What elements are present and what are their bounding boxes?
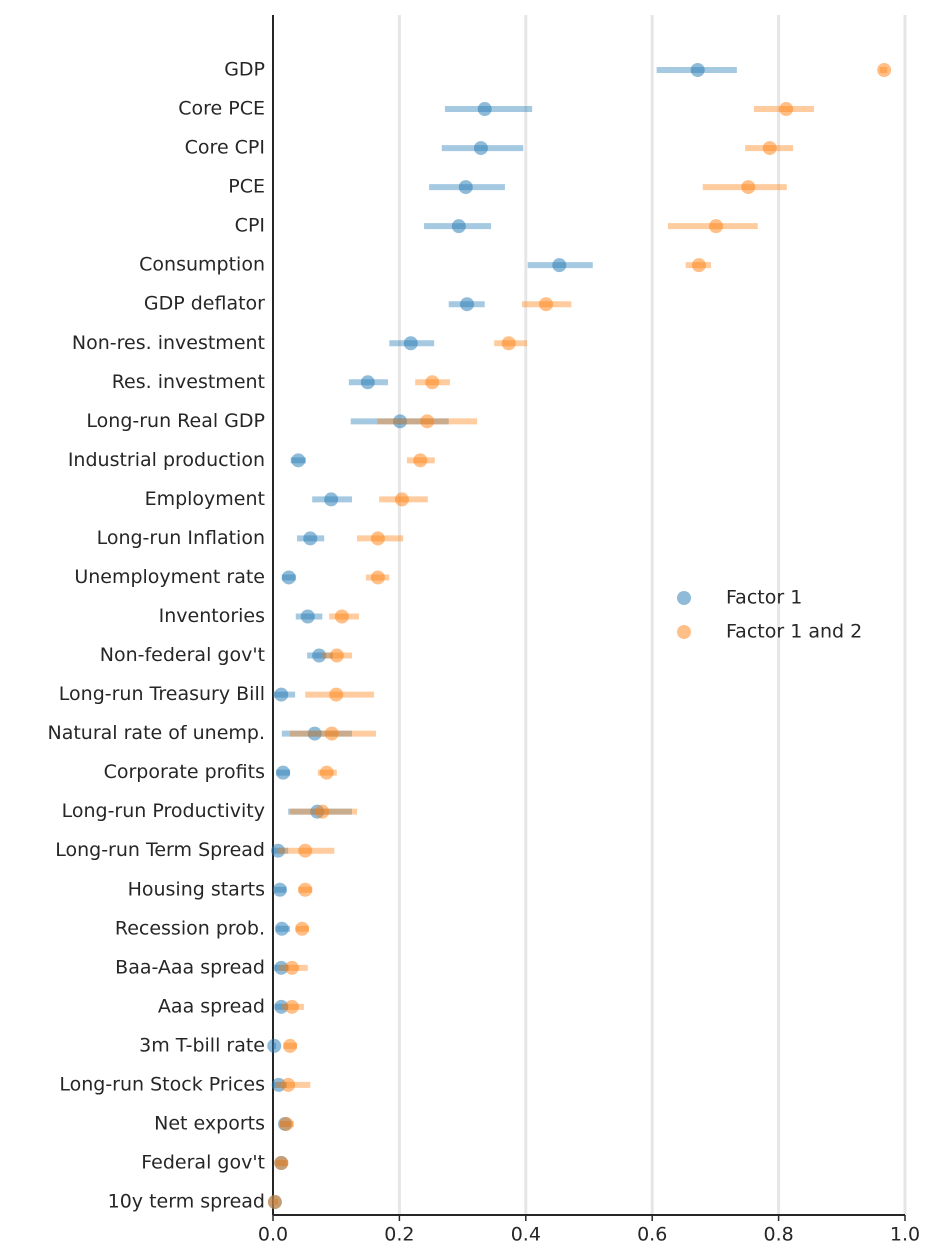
x-tick-label: 1.0: [890, 1224, 920, 1245]
dot: [329, 648, 344, 663]
dot: [394, 492, 409, 507]
dot: [274, 1156, 289, 1170]
dot: [300, 609, 315, 624]
y-tick-label: Net exports: [154, 1112, 265, 1134]
y-tick-label: Recession prob.: [115, 917, 265, 939]
dot: [284, 999, 299, 1014]
dot: [877, 63, 892, 77]
dot: [267, 1195, 282, 1210]
dot: [420, 414, 435, 429]
dot: [281, 570, 296, 585]
x-tick-label: 0.8: [763, 1224, 793, 1245]
y-tick-label: Res. investment: [112, 371, 265, 393]
y-tick-label: Industrial production: [68, 449, 265, 471]
dot: [274, 921, 289, 936]
y-tick-label: Long-run Treasury Bill: [59, 683, 265, 705]
dot: [477, 102, 492, 117]
dot: [393, 414, 408, 429]
dot: [272, 882, 287, 897]
dot: [283, 1038, 298, 1053]
y-tick-label: Housing starts: [128, 878, 265, 900]
dot: [539, 297, 554, 312]
y-tick-label: Long-run Inflation: [97, 527, 265, 549]
dot: [271, 843, 286, 858]
dot: [403, 336, 418, 351]
dot: [274, 960, 289, 975]
dot: [281, 1077, 296, 1092]
dot: [279, 1116, 294, 1131]
dot: [690, 63, 705, 77]
dot: [458, 180, 473, 195]
legend-label: Factor 1 and 2: [726, 621, 862, 643]
y-tick-label: Inventories: [159, 605, 265, 627]
y-tick-label: Federal gov't: [141, 1152, 265, 1174]
dot: [303, 531, 318, 546]
y-tick-label: CPI: [235, 215, 265, 237]
x-tick-label: 0.6: [637, 1224, 667, 1245]
dot: [460, 297, 475, 312]
dot: [360, 375, 375, 390]
dot: [370, 570, 385, 585]
dot: [329, 687, 344, 702]
y-tick-label: Natural rate of unemp.: [48, 722, 266, 744]
dot: [315, 804, 330, 819]
dot: [334, 609, 349, 624]
y-tick-label: 10y term spread: [108, 1191, 265, 1213]
dot: [267, 1038, 282, 1053]
dot: [324, 726, 339, 741]
y-tick-label: Core PCE: [178, 98, 265, 120]
dot: [451, 219, 466, 234]
y-tick-label: Aaa spread: [158, 995, 265, 1017]
y-tick-label: Non-res. investment: [72, 332, 265, 354]
dot: [425, 375, 440, 390]
dot: [298, 843, 313, 858]
y-tick-label: GDP deflator: [144, 293, 265, 315]
y-tick-label: PCE: [228, 176, 265, 198]
y-tick-label: Non-federal gov't: [100, 644, 265, 666]
dot: [291, 453, 306, 468]
dot: [274, 687, 289, 702]
y-tick-label: Unemployment rate: [74, 566, 265, 588]
y-tick-label: Baa-Aaa spread: [115, 956, 265, 978]
y-tick-label: Long-run Term Spread: [55, 839, 265, 861]
y-tick-label: Long-run Stock Prices: [59, 1073, 265, 1095]
dot: [295, 921, 310, 936]
dot: [307, 726, 322, 741]
dot: [370, 531, 385, 546]
dot: [741, 180, 756, 195]
dot: [501, 336, 516, 351]
y-tick-label: 3m T-bill rate: [139, 1034, 265, 1056]
x-tick-label: 0.2: [384, 1224, 414, 1245]
legend-marker: [677, 591, 691, 605]
y-tick-label: Consumption: [139, 254, 265, 276]
dot: [473, 141, 488, 156]
dot: [312, 648, 327, 663]
dot: [709, 219, 724, 234]
dot: [324, 492, 339, 507]
dot: [276, 765, 291, 780]
y-tick-label: Corporate profits: [104, 761, 265, 783]
y-tick-label: Long-run Real GDP: [86, 410, 265, 432]
y-tick-label: Core CPI: [185, 137, 265, 159]
dot: [762, 141, 777, 156]
dot: [552, 258, 567, 273]
dot: [298, 882, 313, 897]
x-tick-label: 0.0: [258, 1224, 288, 1245]
legend-label: Factor 1: [726, 587, 802, 609]
y-tick-label: Employment: [145, 488, 265, 510]
legend-marker: [677, 625, 691, 639]
dot: [284, 960, 299, 975]
y-tick-label: Long-run Productivity: [62, 800, 265, 822]
dot: [779, 102, 794, 117]
dot: [274, 999, 289, 1014]
dot: [319, 765, 334, 780]
dot: [691, 258, 706, 273]
y-tick-label: GDP: [224, 59, 265, 81]
dot: [413, 453, 428, 468]
x-tick-label: 0.4: [511, 1224, 541, 1245]
